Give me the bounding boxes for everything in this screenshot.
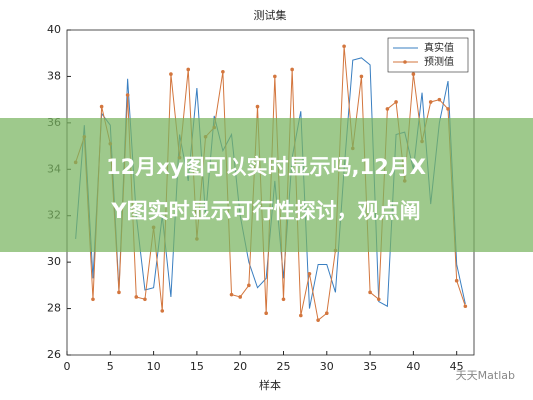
data-point [186, 67, 191, 72]
data-point [411, 72, 416, 76]
x-tick-label: 40 [406, 360, 420, 373]
data-point [290, 67, 294, 72]
y-tick-label: 40 [47, 23, 61, 36]
data-point [117, 290, 121, 295]
data-point [221, 69, 225, 74]
data-point [428, 100, 433, 104]
data-point [125, 93, 130, 97]
data-point [143, 297, 147, 302]
data-point [454, 278, 459, 283]
banner-text: Y图实时显示可行性探讨，观点阐 [110, 199, 420, 223]
x-tick-label: 5 [107, 360, 114, 373]
legend-label: 预测值 [424, 55, 454, 68]
data-point [376, 297, 381, 302]
banner-background [0, 118, 533, 252]
data-point [160, 309, 165, 313]
data-point [169, 72, 173, 76]
data-point [99, 104, 104, 109]
data-point [307, 271, 312, 276]
x-tick-label: 0 [64, 360, 71, 373]
x-tick-label: 20 [233, 360, 247, 373]
data-point [91, 297, 95, 302]
data-point [273, 74, 277, 79]
x-tick-label: 25 [276, 360, 290, 373]
data-point [238, 295, 242, 299]
data-point [281, 297, 286, 302]
data-point [324, 311, 329, 316]
data-point [463, 304, 468, 309]
x-tick-label: 30 [320, 360, 334, 373]
data-point [368, 290, 372, 295]
data-point [437, 97, 442, 102]
data-point [299, 313, 303, 318]
legend-box [387, 37, 469, 73]
x-tick-label: 15 [190, 360, 204, 373]
data-point [264, 311, 268, 316]
data-point [316, 318, 320, 322]
data-point [342, 44, 346, 49]
data-point [247, 283, 251, 288]
data-point [255, 104, 260, 109]
y-tick-label: 26 [47, 348, 61, 361]
data-point [394, 100, 398, 104]
x-tick-label: 10 [147, 360, 161, 373]
x-axis-label: 样本 [259, 378, 281, 392]
y-tick-label: 28 [47, 302, 61, 315]
banner-text: 12月xy图可以实时显示吗,12月X [106, 155, 426, 179]
x-tick-label: 35 [363, 360, 377, 373]
data-point [385, 107, 390, 111]
data-point [229, 292, 234, 297]
chart-title: 测试集 [254, 8, 287, 22]
watermark: 天天Matlab [456, 369, 515, 382]
legend-marker [403, 60, 407, 64]
data-point [359, 74, 364, 79]
x-tick-label: 45 [450, 360, 464, 373]
y-tick-label: 38 [47, 69, 61, 82]
data-point [446, 107, 450, 111]
legend-label: 真实值 [424, 41, 454, 54]
data-point [134, 295, 139, 299]
y-tick-label: 30 [47, 255, 61, 268]
